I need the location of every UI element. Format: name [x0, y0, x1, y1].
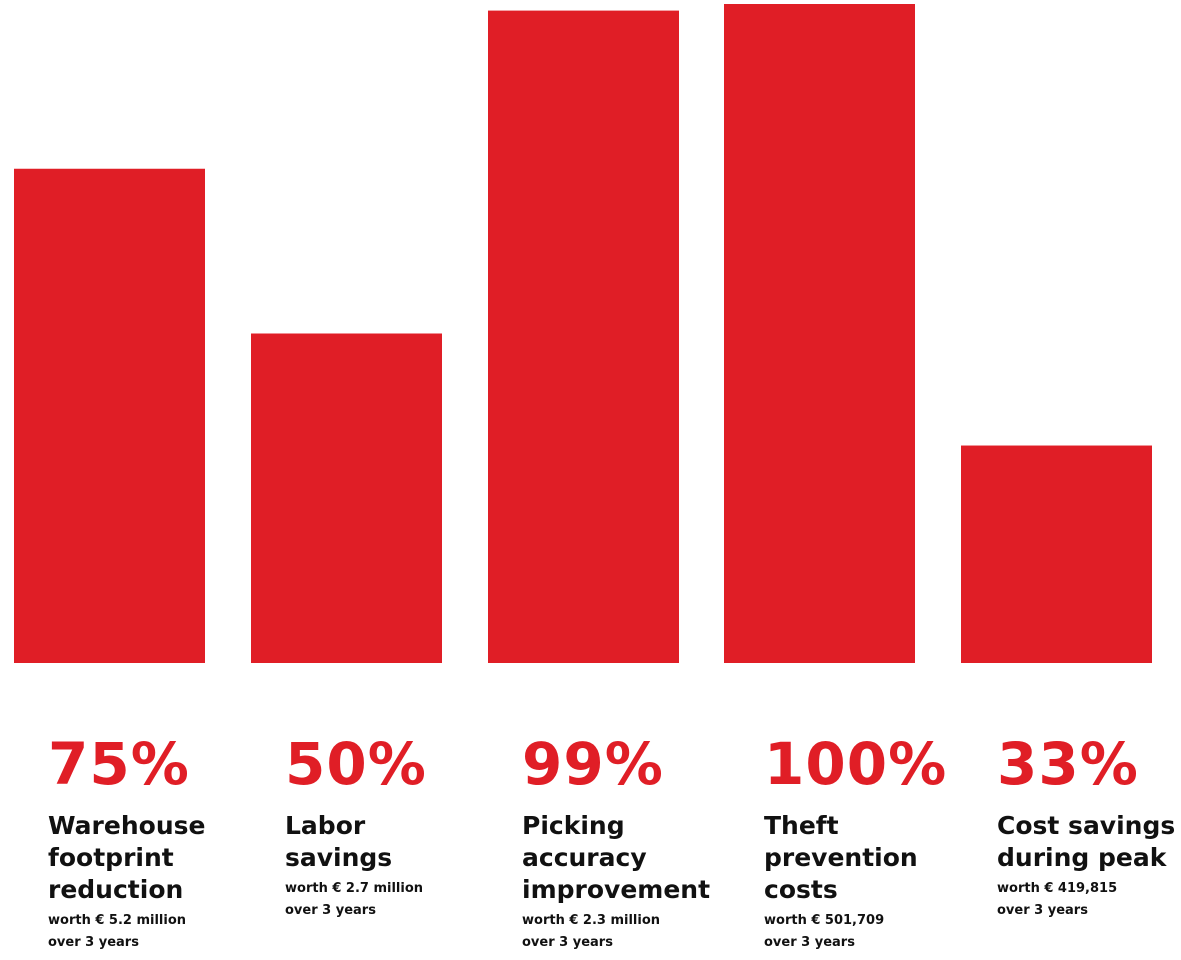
data-label: 99% [522, 730, 664, 798]
worth-note: worth € 2.3 million over 3 years [522, 913, 661, 950]
data-label: 33% [997, 730, 1139, 798]
category-label: Warehouse footprint reduction [48, 811, 206, 904]
bar-3 [488, 10, 679, 663]
category-label: Labor savings [285, 811, 393, 872]
data-label: 100% [764, 730, 948, 798]
worth-note: worth € 2.7 million over 3 years [285, 881, 424, 918]
stat-column-4: 100% Theft prevention costs worth € 501,… [764, 728, 994, 954]
category-label: Picking accuracy improvement [522, 811, 711, 904]
worth-note: worth € 501,709 over 3 years [764, 913, 885, 950]
stat-column-5: 33% Cost savings during peak worth € 419… [997, 728, 1181, 922]
bar-2 [251, 333, 442, 663]
stat-column-1: 75% Warehouse footprint reduction worth … [48, 728, 278, 954]
bars-group [14, 4, 1152, 663]
worth-note: worth € 5.2 million over 3 years [48, 913, 187, 950]
worth-note: worth € 419,815 over 3 years [997, 881, 1118, 918]
category-label: Cost savings during peak [997, 811, 1176, 872]
bar-1 [14, 168, 205, 663]
data-label: 75% [48, 730, 190, 798]
bar-4 [724, 4, 915, 663]
bar-5 [961, 445, 1152, 663]
data-label: 50% [285, 730, 427, 798]
stat-column-3: 99% Picking accuracy improvement worth €… [522, 728, 752, 954]
stat-column-2: 50% Labor savings worth € 2.7 million ov… [285, 728, 515, 922]
category-label: Theft prevention costs [764, 811, 918, 904]
